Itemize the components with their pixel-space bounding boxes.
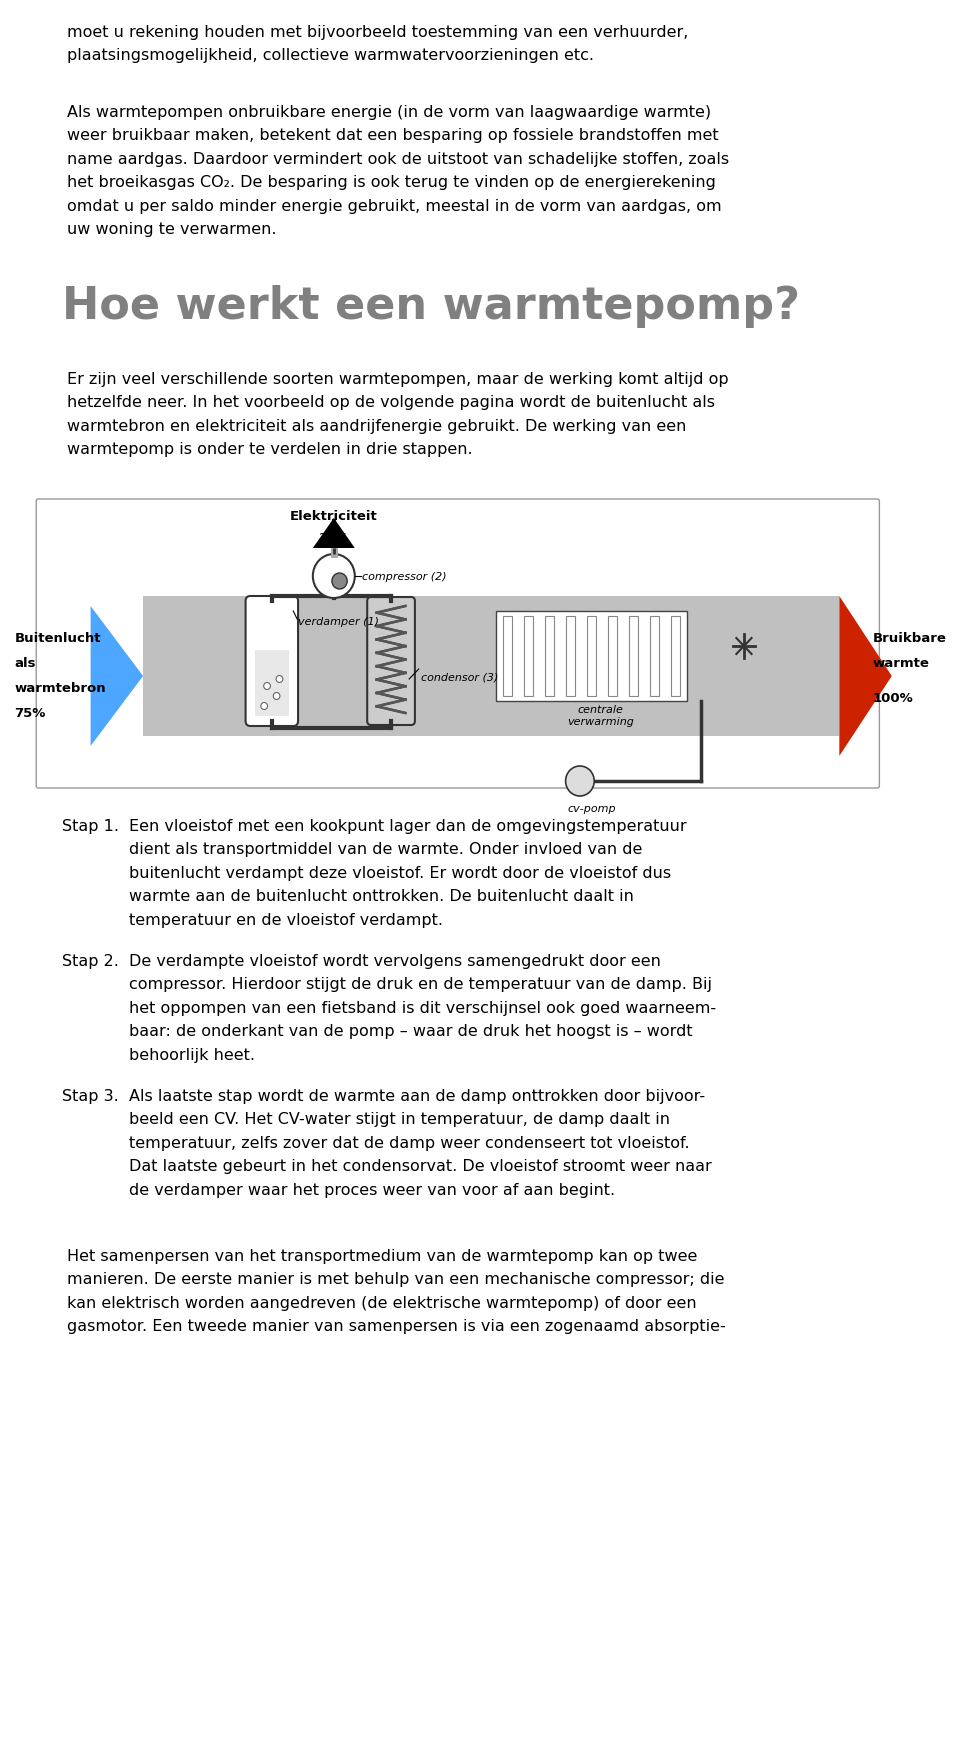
Circle shape — [565, 766, 594, 796]
Text: Er zijn veel verschillende soorten warmtepompen, maar de werking komt altijd op
: Er zijn veel verschillende soorten warmt… — [67, 372, 729, 457]
Text: Stap 1.: Stap 1. — [62, 819, 119, 833]
Polygon shape — [90, 606, 143, 747]
Text: Stap 3.: Stap 3. — [62, 1088, 119, 1103]
Text: condensor (3): condensor (3) — [420, 671, 498, 682]
Text: warmte: warmte — [873, 657, 929, 669]
Text: Als laatste stap wordt de warmte aan de damp onttrokken door bijvoor-
beeld een : Als laatste stap wordt de warmte aan de … — [129, 1088, 711, 1197]
Bar — [496, 611, 686, 701]
Polygon shape — [839, 597, 892, 757]
Text: verdamper (1): verdamper (1) — [298, 617, 379, 627]
Bar — [523, 617, 533, 696]
Bar — [565, 617, 575, 696]
Text: compressor (2): compressor (2) — [363, 571, 447, 582]
FancyBboxPatch shape — [368, 597, 415, 726]
Text: Bruikbare: Bruikbare — [873, 631, 947, 645]
Bar — [629, 617, 638, 696]
Circle shape — [264, 683, 271, 691]
Text: De verdampte vloeistof wordt vervolgens samengedrukt door een
compressor. Hierdo: De verdampte vloeistof wordt vervolgens … — [129, 954, 716, 1061]
Text: Als warmtepompen onbruikbare energie (in de vorm van laagwaardige warmte)
weer b: Als warmtepompen onbruikbare energie (in… — [67, 105, 729, 237]
Circle shape — [261, 703, 268, 710]
Text: 100%: 100% — [873, 692, 914, 705]
Bar — [544, 617, 554, 696]
Text: warmtebron: warmtebron — [14, 682, 106, 694]
Bar — [143, 597, 839, 736]
Text: Het samenpersen van het transportmedium van de warmtepomp kan op twee
manieren. : Het samenpersen van het transportmedium … — [67, 1247, 726, 1334]
Text: 25%: 25% — [319, 532, 348, 545]
Text: moet u rekening houden met bijvoorbeeld toestemming van een verhuurder,
plaatsin: moet u rekening houden met bijvoorbeeld … — [67, 25, 688, 63]
Bar — [670, 617, 680, 696]
Text: als: als — [14, 657, 36, 669]
Circle shape — [274, 692, 280, 699]
Text: Hoe werkt een warmtepomp?: Hoe werkt een warmtepomp? — [62, 285, 800, 329]
Text: 75%: 75% — [14, 706, 46, 720]
Text: centrale
verwarming: centrale verwarming — [567, 705, 635, 727]
Text: cv-pomp: cv-pomp — [567, 803, 615, 813]
Text: Buitenlucht: Buitenlucht — [14, 631, 101, 645]
Bar — [608, 617, 617, 696]
Circle shape — [332, 575, 348, 590]
Bar — [587, 617, 596, 696]
Bar — [255, 650, 289, 717]
Text: Een vloeistof met een kookpunt lager dan de omgevingstemperatuur
dient als trans: Een vloeistof met een kookpunt lager dan… — [129, 819, 686, 928]
Bar — [650, 617, 660, 696]
Circle shape — [276, 676, 283, 683]
Bar — [503, 617, 513, 696]
Text: Elektriciteit: Elektriciteit — [290, 510, 377, 522]
Polygon shape — [313, 518, 355, 548]
FancyBboxPatch shape — [246, 597, 298, 727]
Circle shape — [313, 555, 355, 599]
FancyBboxPatch shape — [36, 499, 879, 789]
Text: Stap 2.: Stap 2. — [62, 954, 119, 968]
